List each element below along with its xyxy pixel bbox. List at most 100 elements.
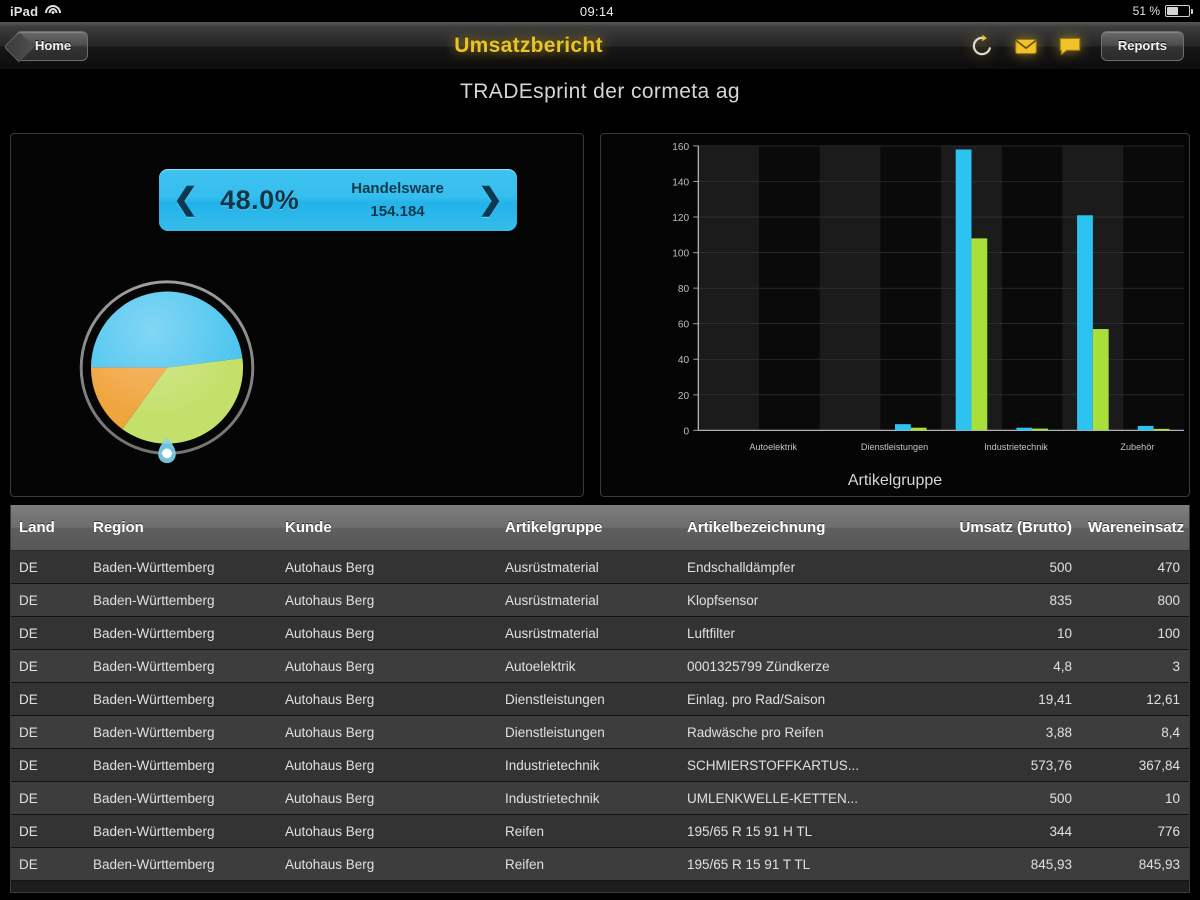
table-cell-kunde: Autohaus Berg <box>285 757 375 773</box>
kpi-banner[interactable]: ❮ 48.0% Handelsware 154.184 ❯ <box>159 169 517 231</box>
table-header-umsatz[interactable]: Umsatz (Brutto) <box>959 519 1073 536</box>
comment-icon[interactable] <box>1057 33 1083 59</box>
status-bar-clock: 09:14 <box>579 3 614 19</box>
charts-row: ❮ 48.0% Handelsware 154.184 ❯ <box>10 133 1190 497</box>
bar[interactable] <box>1153 428 1170 431</box>
bar[interactable] <box>955 149 972 431</box>
pie-chart[interactable] <box>67 274 267 469</box>
bar[interactable] <box>1092 329 1109 431</box>
bar-chart-y-tick: 160 <box>672 142 689 153</box>
table-cell-bez: UMLENKWELLE-KETTEN... <box>687 790 859 806</box>
table-body: DE Baden-Württemberg Autohaus Berg Ausrüstm… <box>11 551 1189 881</box>
bar[interactable] <box>1032 428 1048 431</box>
table-cell-kunde: Autohaus Berg <box>285 658 375 674</box>
table-cell-gruppe: Ausrüstmaterial <box>505 625 599 641</box>
table-cell-bez: SCHMIERSTOFFKARTUS... <box>687 757 860 773</box>
table-cell-umsatz: 835 <box>1049 592 1072 608</box>
kpi-pie-panel: ❮ 48.0% Handelsware 154.184 ❯ <box>10 133 584 497</box>
table-row[interactable]: DE Baden-Württemberg Autohaus Berg Ausrüstm… <box>11 617 1189 650</box>
bar[interactable] <box>1077 215 1093 431</box>
status-bar: iPad 09:14 51 % <box>0 0 1200 22</box>
table-cell-bez: Luftfilter <box>687 625 736 641</box>
bar[interactable] <box>894 424 911 431</box>
bar-chart-y-tick: 140 <box>672 178 689 189</box>
device-name: iPad <box>10 3 39 19</box>
table-row[interactable]: DE Baden-Württemberg Autohaus Berg Dienstle… <box>11 716 1189 749</box>
table-row[interactable]: DE Baden-Württemberg Autohaus Berg Reifen 19… <box>11 848 1189 881</box>
table-cell-bez: Einlag. pro Rad/Saison <box>687 691 826 707</box>
table-cell-ware: 367,84 <box>1138 757 1180 773</box>
table-cell-region: Baden-Württemberg <box>93 856 215 872</box>
table-header-row: Land Region Kunde Artikelgruppe Artikelbezei… <box>11 505 1189 551</box>
table-cell-umsatz: 845,93 <box>1030 856 1072 872</box>
kpi-prev-icon[interactable]: ❮ <box>173 183 199 216</box>
table-cell-kunde: Autohaus Berg <box>285 592 375 608</box>
table-row[interactable]: DE Baden-Württemberg Autohaus Berg Ausrüstm… <box>11 584 1189 617</box>
bar-chart-y-tick: 100 <box>672 249 689 260</box>
bar-chart-panel: Umsatz (Brutto/Wareneinsatz) (in... 0204… <box>600 133 1190 497</box>
table-cell-land: DE <box>19 790 38 806</box>
table-cell-region: Baden-Württemberg <box>93 757 215 773</box>
refresh-icon[interactable] <box>969 33 995 59</box>
table-header-region[interactable]: Region <box>93 519 144 536</box>
table-cell-land: DE <box>19 724 38 740</box>
page-title: Umsatzbericht <box>454 33 603 57</box>
table-header-bez[interactable]: Artikelbezeichnung <box>687 519 826 536</box>
battery-percent: 51 % <box>1132 4 1160 18</box>
table-cell-region: Baden-Württemberg <box>93 625 215 641</box>
table-row[interactable]: DE Baden-Württemberg Autohaus Berg Reifen 19… <box>11 815 1189 848</box>
table-header-kunde[interactable]: Kunde <box>285 519 332 536</box>
table-cell-gruppe: Industrietechnik <box>505 790 600 806</box>
report-subtitle: TRADEsprint der cormeta ag <box>460 80 740 103</box>
table-row[interactable]: DE Baden-Württemberg Autohaus Berg Industri… <box>11 782 1189 815</box>
bar[interactable] <box>1137 425 1154 431</box>
table-cell-ware: 845,93 <box>1138 856 1180 872</box>
bar-chart-x-tick: Dienstleistungen <box>861 442 928 452</box>
bar-chart[interactable]: Umsatz (Brutto/Wareneinsatz) (in... 0204… <box>601 134 1189 496</box>
table-cell-umsatz: 3,88 <box>1045 724 1072 740</box>
table-cell-land: DE <box>19 823 38 839</box>
table-cell-land: DE <box>19 592 38 608</box>
table-cell-bez: Radwäsche pro Reifen <box>687 724 824 740</box>
bar[interactable] <box>971 238 988 431</box>
bar-chart-y-tick: 80 <box>678 284 690 295</box>
bar[interactable] <box>910 427 927 431</box>
table-cell-kunde: Autohaus Berg <box>285 625 375 641</box>
bar[interactable] <box>1016 427 1033 431</box>
table-cell-ware: 8,4 <box>1161 724 1180 740</box>
reports-button[interactable]: Reports <box>1100 30 1184 61</box>
pie-selection-marker <box>158 437 176 464</box>
table-cell-land: DE <box>19 757 38 773</box>
table-cell-bez: 195/65 R 15 91 T TL <box>687 856 811 872</box>
table-cell-kunde: Autohaus Berg <box>285 724 375 740</box>
results-table[interactable]: Land Region Kunde Artikelgruppe Artikelbezei… <box>10 505 1190 893</box>
home-back-button[interactable]: Home <box>16 30 89 61</box>
bar-chart-y-tick: 60 <box>678 320 690 331</box>
table-cell-ware: 3 <box>1172 658 1180 674</box>
bar-chart-x-tick: Autoelektrik <box>749 442 797 452</box>
mail-icon[interactable] <box>1013 33 1039 59</box>
bar-chart-x-axis-label: Artikelgruppe <box>847 472 943 489</box>
table-cell-land: DE <box>19 856 38 872</box>
table-cell-ware: 12,61 <box>1146 691 1180 707</box>
table-row[interactable]: DE Baden-Württemberg Autohaus Berg Autoelek… <box>11 650 1189 683</box>
table-cell-gruppe: Reifen <box>505 823 545 839</box>
table-cell-ware: 10 <box>1164 790 1180 806</box>
kpi-next-icon[interactable]: ❯ <box>477 183 503 216</box>
table-header-gruppe[interactable]: Artikelgruppe <box>505 519 603 536</box>
table-header-land[interactable]: Land <box>19 519 55 536</box>
table-row[interactable]: DE Baden-Württemberg Autohaus Berg Industri… <box>11 749 1189 782</box>
table-cell-gruppe: Autoelektrik <box>505 658 576 674</box>
table-row[interactable]: DE Baden-Württemberg Autohaus Berg Ausrüstm… <box>11 551 1189 584</box>
table-cell-bez: Endschalldämpfer <box>687 559 796 575</box>
kpi-meta: Handelsware 154.184 <box>317 180 478 220</box>
bar-chart-x-tick: Zubehör <box>1120 442 1154 452</box>
kpi-percent: 48.0% <box>220 184 300 215</box>
table-cell-region: Baden-Württemberg <box>93 559 215 575</box>
table-header-ware[interactable]: Wareneinsatz <box>1088 519 1185 536</box>
table-row[interactable]: DE Baden-Württemberg Autohaus Berg Dienstle… <box>11 683 1189 716</box>
table-cell-ware: 100 <box>1157 625 1180 641</box>
table-cell-region: Baden-Württemberg <box>93 790 215 806</box>
table-cell-region: Baden-Württemberg <box>93 691 215 707</box>
table-cell-umsatz: 344 <box>1049 823 1072 839</box>
